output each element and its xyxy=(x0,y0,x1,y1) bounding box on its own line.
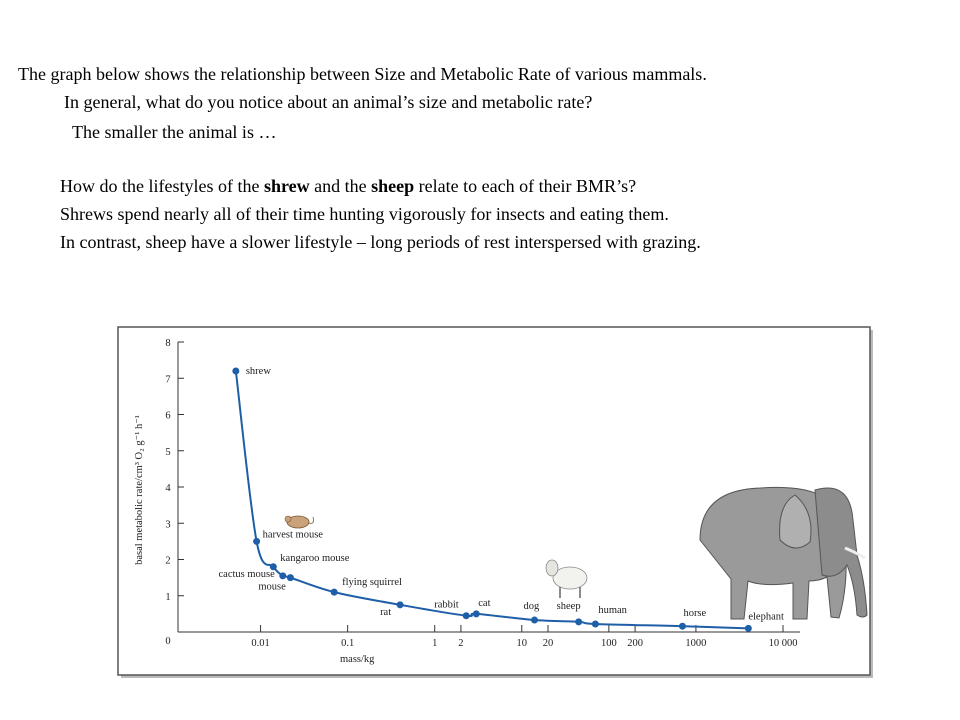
data-point xyxy=(462,612,470,620)
point-label: sheep xyxy=(557,601,581,612)
x-tick-label: 20 xyxy=(543,638,554,649)
data-point xyxy=(286,574,294,582)
data-point xyxy=(591,620,599,628)
x-tick-label: 10 000 xyxy=(769,638,798,649)
y-tick-label: 4 xyxy=(165,483,171,494)
data-point xyxy=(744,624,752,632)
x-tick-label: 1000 xyxy=(685,638,706,649)
point-label: mouse xyxy=(258,582,286,593)
data-point xyxy=(279,572,287,580)
y-tick-label: 2 xyxy=(165,556,170,567)
y-tick-label: 7 xyxy=(165,374,170,385)
x-tick-label: 10 xyxy=(517,638,528,649)
question: How do the lifestyles of the shrew and t… xyxy=(60,176,636,196)
point-label: cat xyxy=(478,598,490,609)
point-label: elephant xyxy=(748,611,784,622)
y-tick-label: 5 xyxy=(165,447,170,458)
point-label: flying squirrel xyxy=(342,577,402,588)
point-label: dog xyxy=(524,601,541,612)
point-label: shrew xyxy=(246,366,271,377)
point-label: cactus mouse xyxy=(219,569,276,580)
data-point xyxy=(330,588,338,596)
question-bold: shrew xyxy=(264,176,310,196)
x-axis-label: mass/kg xyxy=(340,654,375,665)
data-point xyxy=(253,537,261,545)
x-tick-label: 1 xyxy=(432,638,437,649)
x-tick-label: 0.01 xyxy=(251,638,269,649)
y-tick-label: 0 xyxy=(165,636,170,647)
answer-line: Shrews spend nearly all of their time hu… xyxy=(60,204,669,224)
point-label: rat xyxy=(380,607,391,618)
point-label: kangaroo mouse xyxy=(280,553,349,564)
elephant-icon xyxy=(699,486,868,620)
chart: mass/kg basal metabolic rate/cm³ O₂ g⁻¹ … xyxy=(134,338,800,665)
sheep-icon xyxy=(545,559,588,598)
question-part: How do the lifestyles of the xyxy=(60,176,264,196)
y-tick-label: 8 xyxy=(165,338,170,349)
data-point xyxy=(396,601,404,609)
question-bold: sheep xyxy=(371,176,414,196)
data-point xyxy=(472,610,480,618)
question-part: and the xyxy=(310,176,371,196)
point-label: human xyxy=(598,605,627,616)
question-part: relate to each of their BMR’s? xyxy=(414,176,636,196)
data-point xyxy=(678,622,686,630)
point-label: horse xyxy=(683,608,706,619)
intro-line: The smaller the animal is … xyxy=(72,122,276,142)
data-point xyxy=(269,563,277,571)
x-tick-label: 2 xyxy=(458,638,463,649)
point-label: harvest mouse xyxy=(263,529,324,540)
y-axis-label: basal metabolic rate/cm³ O₂ g⁻¹ h⁻¹ xyxy=(134,415,145,565)
y-tick-label: 3 xyxy=(165,519,170,530)
x-tick-label: 100 xyxy=(601,638,617,649)
intro-line: The graph below shows the relationship b… xyxy=(18,64,707,84)
data-point xyxy=(575,618,583,626)
mouse-icon xyxy=(284,515,314,529)
y-tick-label: 1 xyxy=(165,592,170,603)
y-tick-label: 6 xyxy=(165,411,170,422)
x-tick-label: 200 xyxy=(627,638,643,649)
data-point xyxy=(232,367,240,375)
point-label: rabbit xyxy=(434,600,459,611)
x-tick-label: 0.1 xyxy=(341,638,354,649)
data-point xyxy=(531,616,539,624)
intro-line: In general, what do you notice about an … xyxy=(64,92,592,112)
answer-line: In contrast, sheep have a slower lifesty… xyxy=(60,232,701,252)
